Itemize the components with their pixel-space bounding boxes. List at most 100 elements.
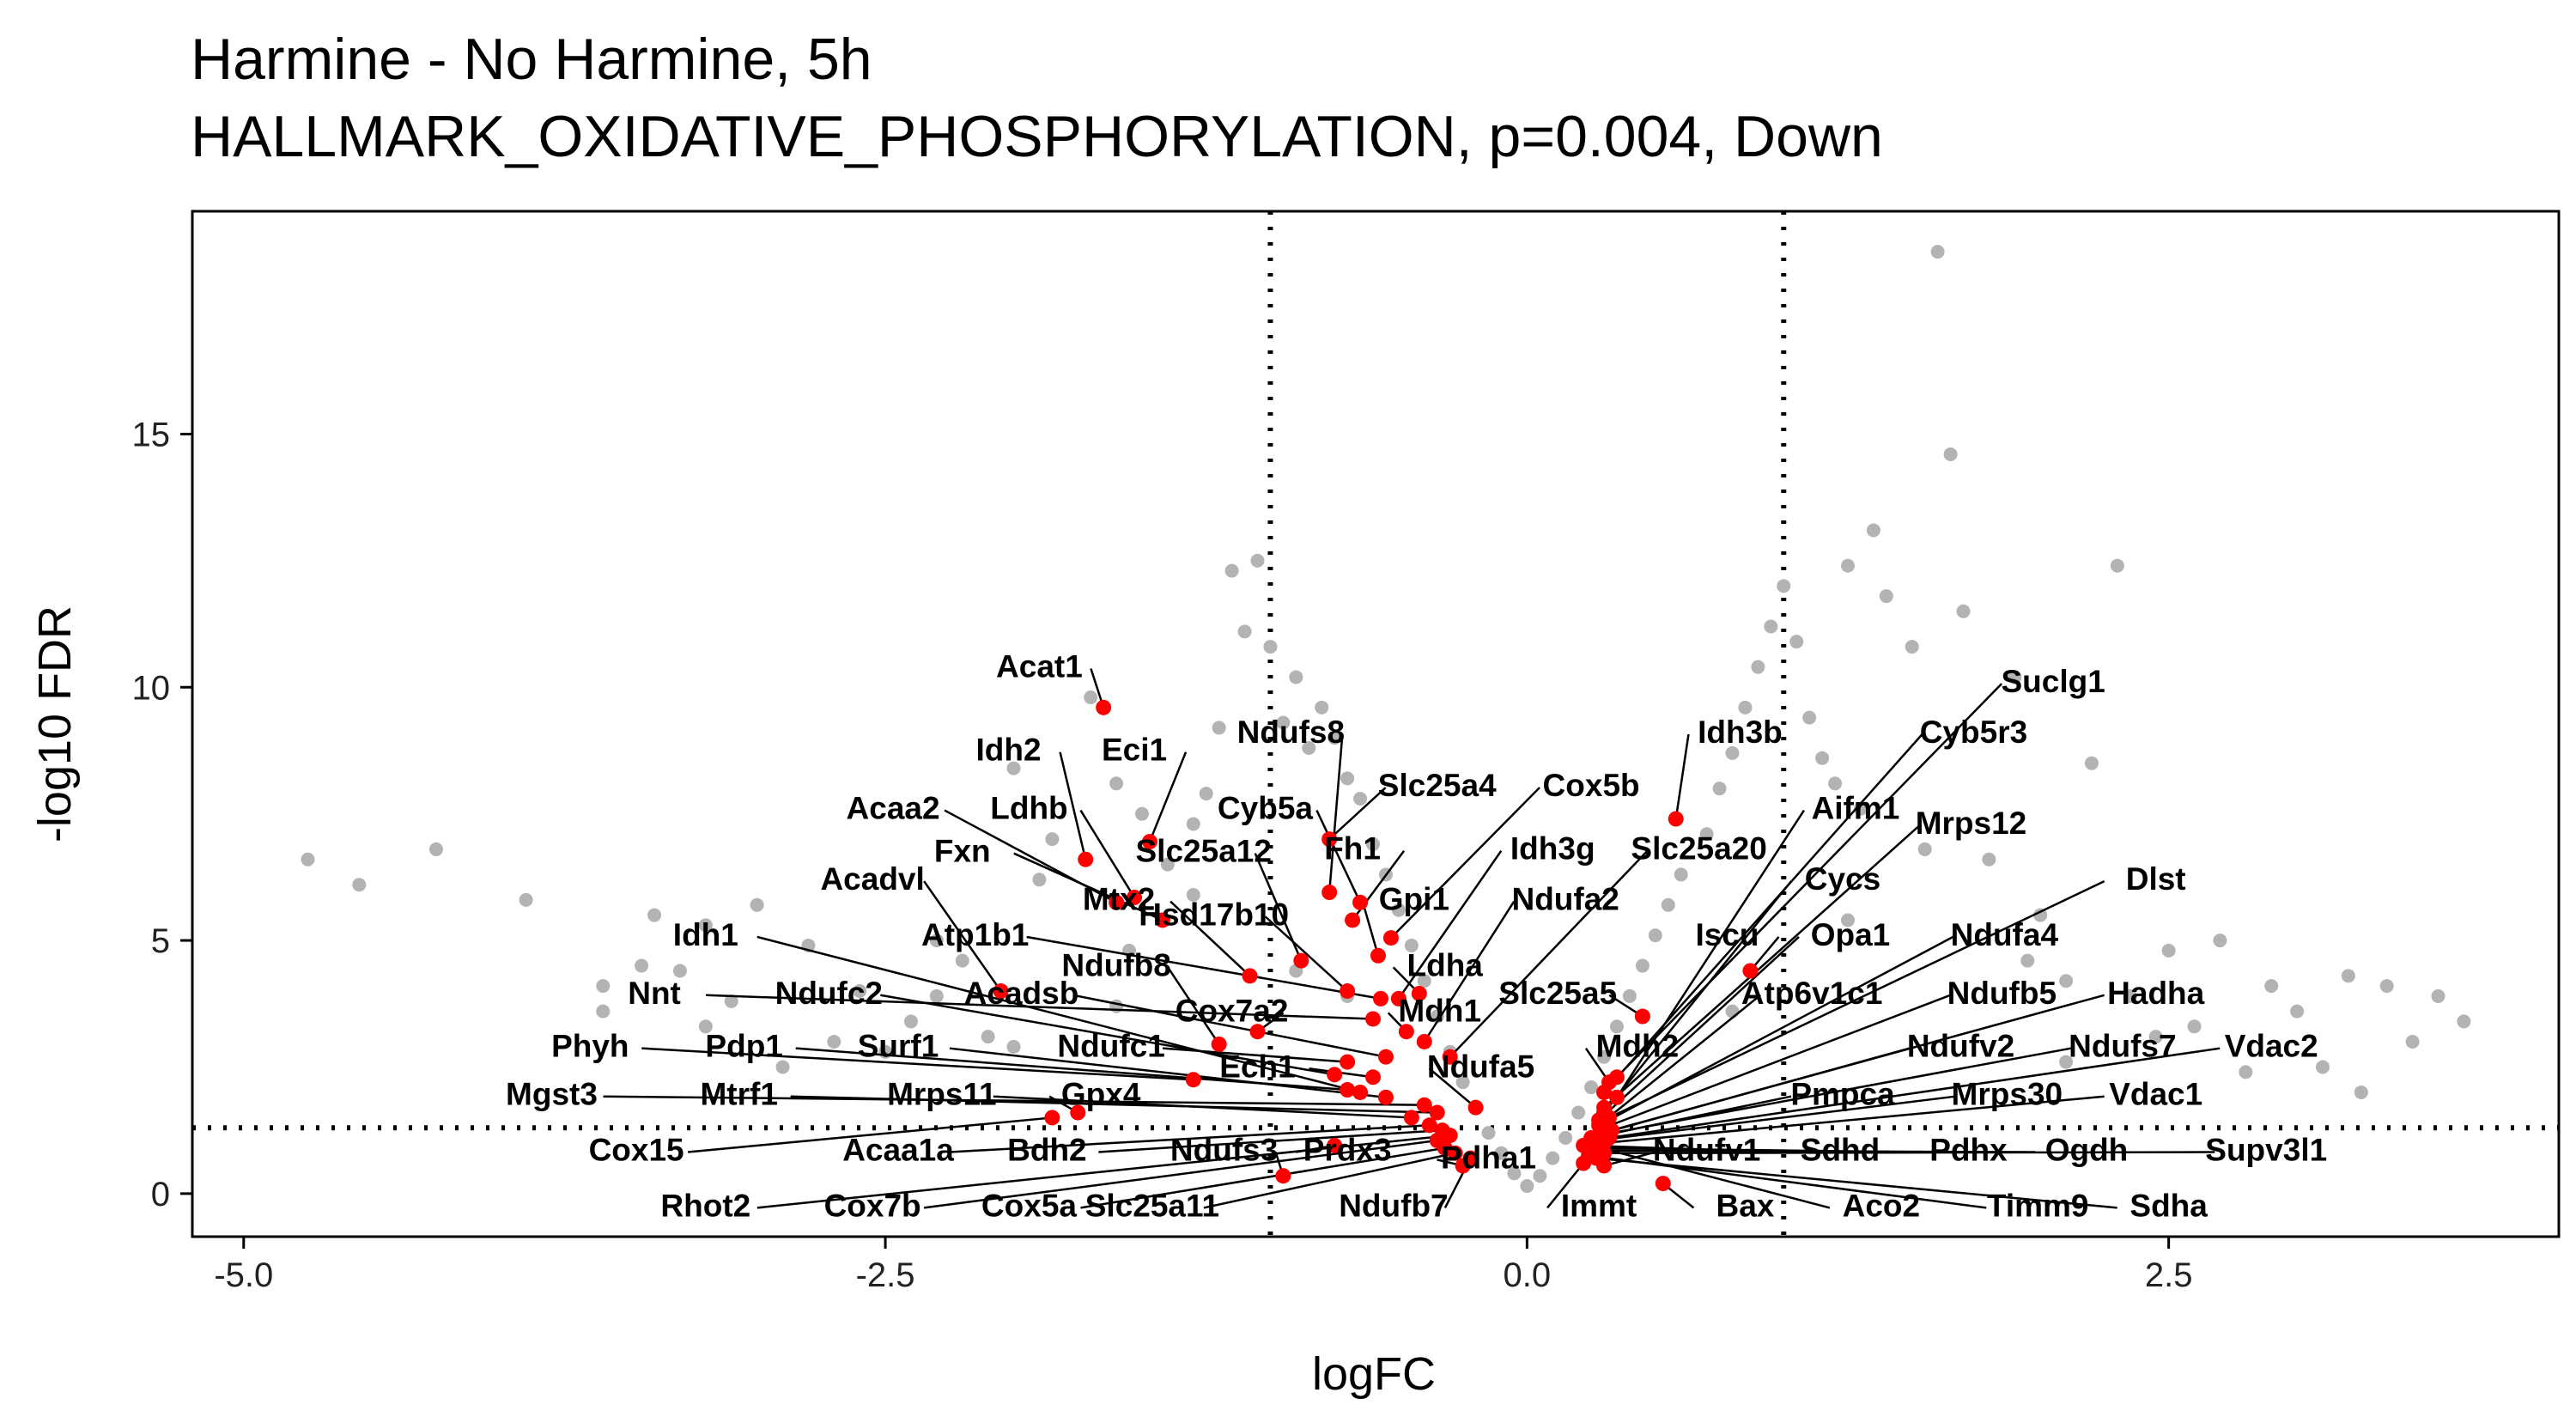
background-point (1032, 873, 1047, 887)
pathway-point-slc25a4 (1321, 831, 1338, 848)
gene-label-atp1b1: Atp1b1 (921, 917, 1029, 952)
y-tick-label: 5 (151, 922, 170, 960)
connector-slc25a4 (1328, 787, 1387, 841)
background-point (2354, 1085, 2368, 1099)
gene-label-vdac2: Vdac2 (2225, 1029, 2318, 1064)
background-point (1853, 801, 1868, 816)
gene-label-sdha: Sdha (2129, 1188, 2208, 1223)
pathway-point-hsd17b10 (1340, 983, 1356, 1000)
pathway-point-ndufa5 (1467, 1099, 1484, 1116)
background-point (1391, 903, 1406, 917)
pathway-point-ldhb (1127, 889, 1143, 905)
gene-label-pdhx: Pdhx (1929, 1133, 2008, 1168)
pathway-point-ech1 (1365, 1069, 1382, 1086)
background-point (1302, 741, 1316, 756)
background-point (903, 1014, 918, 1029)
background-point (1212, 721, 1226, 735)
connector-vdac1 (1603, 1095, 2105, 1145)
gene-label-idh2: Idh2 (976, 733, 1042, 768)
background-point (1815, 751, 1830, 765)
background-point (2315, 1060, 2330, 1074)
gene-label-surf1: Surf1 (858, 1029, 939, 1064)
pathway-point-mgst3 (1416, 1097, 1432, 1113)
gene-label-iscu: Iscu (1695, 917, 1759, 952)
gene-label-slc25a4: Slc25a4 (1378, 768, 1497, 803)
background-point (698, 918, 713, 933)
connector-mrps30 (1595, 1095, 1956, 1142)
connector-idh1 (756, 935, 1361, 1094)
gene-label-pmpca: Pmpca (1790, 1077, 1895, 1112)
gene-label-ndufv1: Ndufv1 (1653, 1133, 1760, 1168)
background-point (981, 1030, 995, 1044)
pathway-point-iscu (1742, 963, 1759, 979)
background-point (2341, 969, 2355, 983)
connector-dlst (1608, 879, 2105, 1119)
connector-slc25a20 (1449, 849, 1649, 1058)
pathway-point-slc25a11 (1447, 1145, 1463, 1161)
background-point (1109, 999, 1124, 1013)
gene-label-cyb5a: Cyb5a (1218, 791, 1313, 826)
connector-acaa1a (949, 1124, 1430, 1153)
pathway-point-rhot2 (1442, 1128, 1458, 1144)
y-axis-title: -log10 FDR (29, 605, 81, 842)
background-point (1558, 1131, 1573, 1146)
background-point (1841, 913, 1856, 927)
gene-label-ldha: Ldha (1407, 947, 1484, 982)
gene-label-fh1: Fh1 (1324, 831, 1381, 867)
background-point (2110, 558, 2124, 573)
gene-label-ndufs7: Ndufs7 (2069, 1029, 2176, 1064)
gene-label-ldhb: Ldhb (990, 791, 1067, 826)
background-point (1186, 817, 1200, 831)
background-point (1943, 447, 1958, 462)
gene-label-phyh: Phyh (551, 1029, 629, 1064)
gene-label-ndufb8: Ndufb8 (1061, 947, 1170, 982)
gene-label-opa1: Opa1 (1811, 917, 1891, 952)
background-point (301, 852, 315, 867)
background-point (1982, 852, 1996, 867)
gene-label-pdp1: Pdp1 (705, 1029, 782, 1064)
background-point (2084, 756, 2099, 770)
pathway-point-ndufs8 (1321, 885, 1338, 901)
background-point (1828, 776, 1843, 791)
gene-label-acaa2: Acaa2 (847, 791, 940, 826)
background-point (1789, 635, 1804, 649)
pathway-point-slc25a5 (1634, 1008, 1650, 1025)
background-point (1725, 1004, 1740, 1019)
background-point (1725, 745, 1740, 760)
gene-label-supv3l1: Supv3l1 (2205, 1133, 2327, 1168)
background-point (724, 994, 738, 1008)
background-point (1661, 897, 1675, 912)
background-point (1315, 700, 1329, 715)
background-point (1430, 1009, 1444, 1024)
connector-ndufc1 (1163, 1047, 1348, 1063)
background-point (750, 897, 764, 912)
pathway-point-acadsb (1377, 1049, 1394, 1065)
axes: -5.0 -2.5 0.0 2.5 0 5 10 15 (132, 416, 2193, 1294)
gene-label-mdh1: Mdh1 (1398, 993, 1481, 1028)
background-point (635, 958, 649, 973)
gene-label-gpi1: Gpi1 (1379, 882, 1449, 917)
connector-mrps11 (993, 1095, 1412, 1119)
background-point (1956, 604, 1971, 618)
background-point (1263, 640, 1278, 654)
pathway-point-mdh1 (1398, 1024, 1414, 1040)
connector-sdha (1595, 1157, 2117, 1209)
gene-label-mrps11: Mrps11 (887, 1077, 997, 1112)
x-tick-label: 2.5 (2145, 1256, 2193, 1294)
gene-label-bax: Bax (1716, 1188, 1774, 1223)
gene-label-eci1: Eci1 (1102, 733, 1167, 768)
background-point (1481, 1126, 1496, 1140)
pathway-point-ndufa2 (1416, 1033, 1432, 1049)
pathway-point-mrps11 (1403, 1110, 1419, 1126)
gene-label-atp6v1c1: Atp6v1c1 (1741, 976, 1883, 1011)
gene-label-nnt: Nnt (628, 976, 681, 1011)
connector-mtrf1 (790, 1095, 1437, 1114)
background-point (1635, 958, 1649, 973)
background-point (1327, 731, 1342, 745)
connector-mtx2 (1170, 900, 1251, 977)
pathway-point-mtx2 (1242, 968, 1258, 984)
connector-acadsb (1072, 994, 1387, 1058)
background-point (1199, 787, 1213, 801)
gene-label-ndufc2: Ndufc2 (775, 976, 883, 1011)
connector-hadha (1611, 994, 2105, 1132)
